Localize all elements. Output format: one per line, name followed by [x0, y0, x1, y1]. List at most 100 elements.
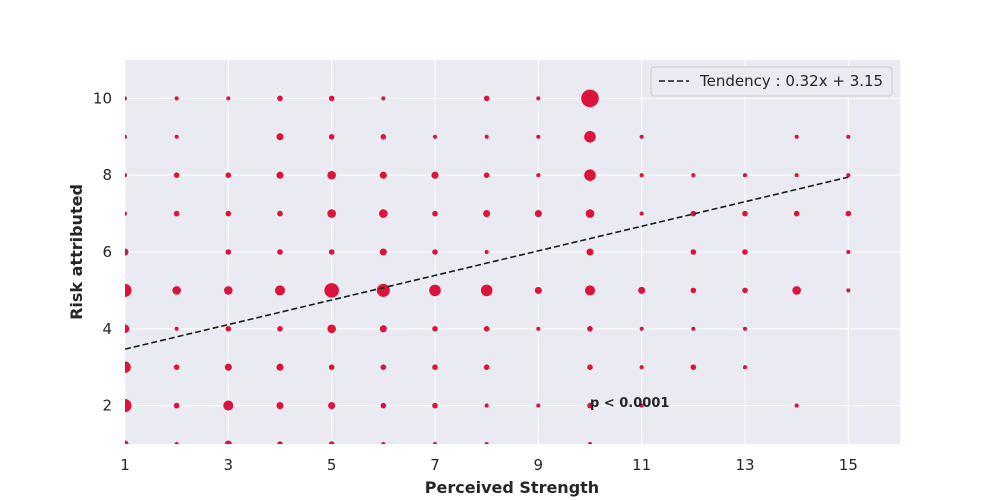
- data-point: [380, 134, 387, 140]
- legend-label: Tendency : 0.32x + 3.15: [699, 72, 883, 90]
- data-point: [174, 441, 179, 444]
- data-point: [484, 134, 489, 139]
- data-point: [742, 249, 748, 255]
- data-point: [380, 402, 387, 409]
- data-point: [277, 210, 283, 217]
- data-point: [431, 171, 439, 179]
- data-point: [380, 364, 387, 371]
- data-point: [690, 287, 697, 294]
- data-point: [225, 326, 232, 332]
- data-point: [432, 402, 438, 409]
- data-point: [586, 248, 594, 256]
- data-point: [274, 285, 286, 296]
- x-axis-title: Perceived Strength: [425, 478, 599, 497]
- data-point: [846, 173, 851, 178]
- data-point: [483, 172, 490, 178]
- data-point: [691, 326, 696, 331]
- data-point: [483, 210, 491, 218]
- data-point: [125, 134, 128, 139]
- data-point: [125, 440, 129, 444]
- data-point: [277, 95, 283, 102]
- data-point: [484, 441, 489, 444]
- data-point: [484, 249, 489, 255]
- legend-box: [650, 66, 893, 97]
- data-point: [536, 326, 541, 331]
- x-tick-label: 7: [430, 456, 440, 474]
- data-point: [639, 326, 644, 331]
- data-point: [379, 248, 387, 256]
- data-points: [125, 89, 852, 444]
- data-point: [224, 440, 232, 444]
- data-point: [432, 210, 438, 217]
- data-point: [381, 441, 386, 444]
- x-tick-labels: 1 3 5 7 9 11 13 15: [120, 456, 858, 474]
- data-point: [742, 365, 748, 370]
- data-point: [639, 211, 644, 216]
- data-point: [484, 403, 489, 408]
- data-point: [846, 288, 851, 293]
- data-point: [845, 210, 852, 217]
- data-point: [584, 131, 596, 143]
- data-point: [225, 249, 232, 255]
- data-point: [125, 283, 132, 297]
- data-point: [587, 364, 593, 371]
- data-point: [742, 210, 748, 217]
- data-point: [276, 133, 284, 141]
- data-point: [432, 326, 438, 332]
- data-point: [483, 326, 490, 332]
- y-tick-labels: 2 4 6 8 10: [93, 89, 112, 414]
- data-point: [792, 286, 801, 295]
- data-point: [585, 209, 595, 218]
- data-point: [432, 134, 438, 139]
- data-point: [224, 286, 233, 295]
- data-point: [379, 209, 388, 218]
- data-point: [125, 173, 128, 178]
- data-point: [277, 441, 283, 444]
- data-point: [125, 399, 132, 413]
- data-point: [742, 287, 748, 294]
- y-tick-label: 2: [102, 397, 112, 415]
- data-point: [173, 364, 180, 371]
- data-point: [690, 364, 697, 371]
- data-point: [794, 134, 799, 139]
- x-tick-label: 11: [632, 456, 651, 474]
- p-value-annotation: p < 0.0001: [590, 396, 669, 411]
- data-point: [432, 364, 438, 371]
- data-point: [793, 210, 800, 217]
- data-point: [277, 326, 283, 332]
- x-tick-label: 15: [839, 456, 858, 474]
- data-point: [125, 248, 129, 256]
- data-point: [639, 403, 644, 408]
- data-point: [381, 96, 386, 101]
- y-tick-label: 6: [102, 243, 112, 261]
- data-point: [581, 89, 599, 108]
- data-point: [172, 286, 181, 295]
- x-tick-label: 1: [120, 456, 130, 474]
- data-point: [277, 249, 283, 255]
- data-point: [639, 365, 644, 370]
- data-point: [534, 286, 542, 294]
- x-tick-label: 3: [224, 456, 234, 474]
- data-point: [536, 96, 541, 101]
- data-point: [376, 283, 390, 297]
- data-point: [173, 210, 180, 217]
- data-point: [173, 172, 180, 178]
- data-point: [742, 326, 748, 331]
- y-tick-label: 10: [93, 89, 112, 107]
- data-point: [174, 134, 179, 139]
- legend: Tendency : 0.32x + 3.15: [650, 66, 893, 97]
- data-point: [328, 364, 335, 371]
- data-point: [587, 441, 593, 444]
- data-point: [584, 285, 596, 296]
- data-point: [328, 95, 335, 102]
- data-point: [742, 173, 748, 178]
- x-tick-label: 13: [735, 456, 754, 474]
- data-point: [327, 209, 336, 218]
- data-point: [794, 173, 799, 178]
- data-point: [226, 96, 231, 101]
- data-point: [225, 210, 232, 217]
- data-point: [324, 283, 339, 298]
- data-point: [276, 402, 284, 410]
- data-point: [483, 95, 490, 102]
